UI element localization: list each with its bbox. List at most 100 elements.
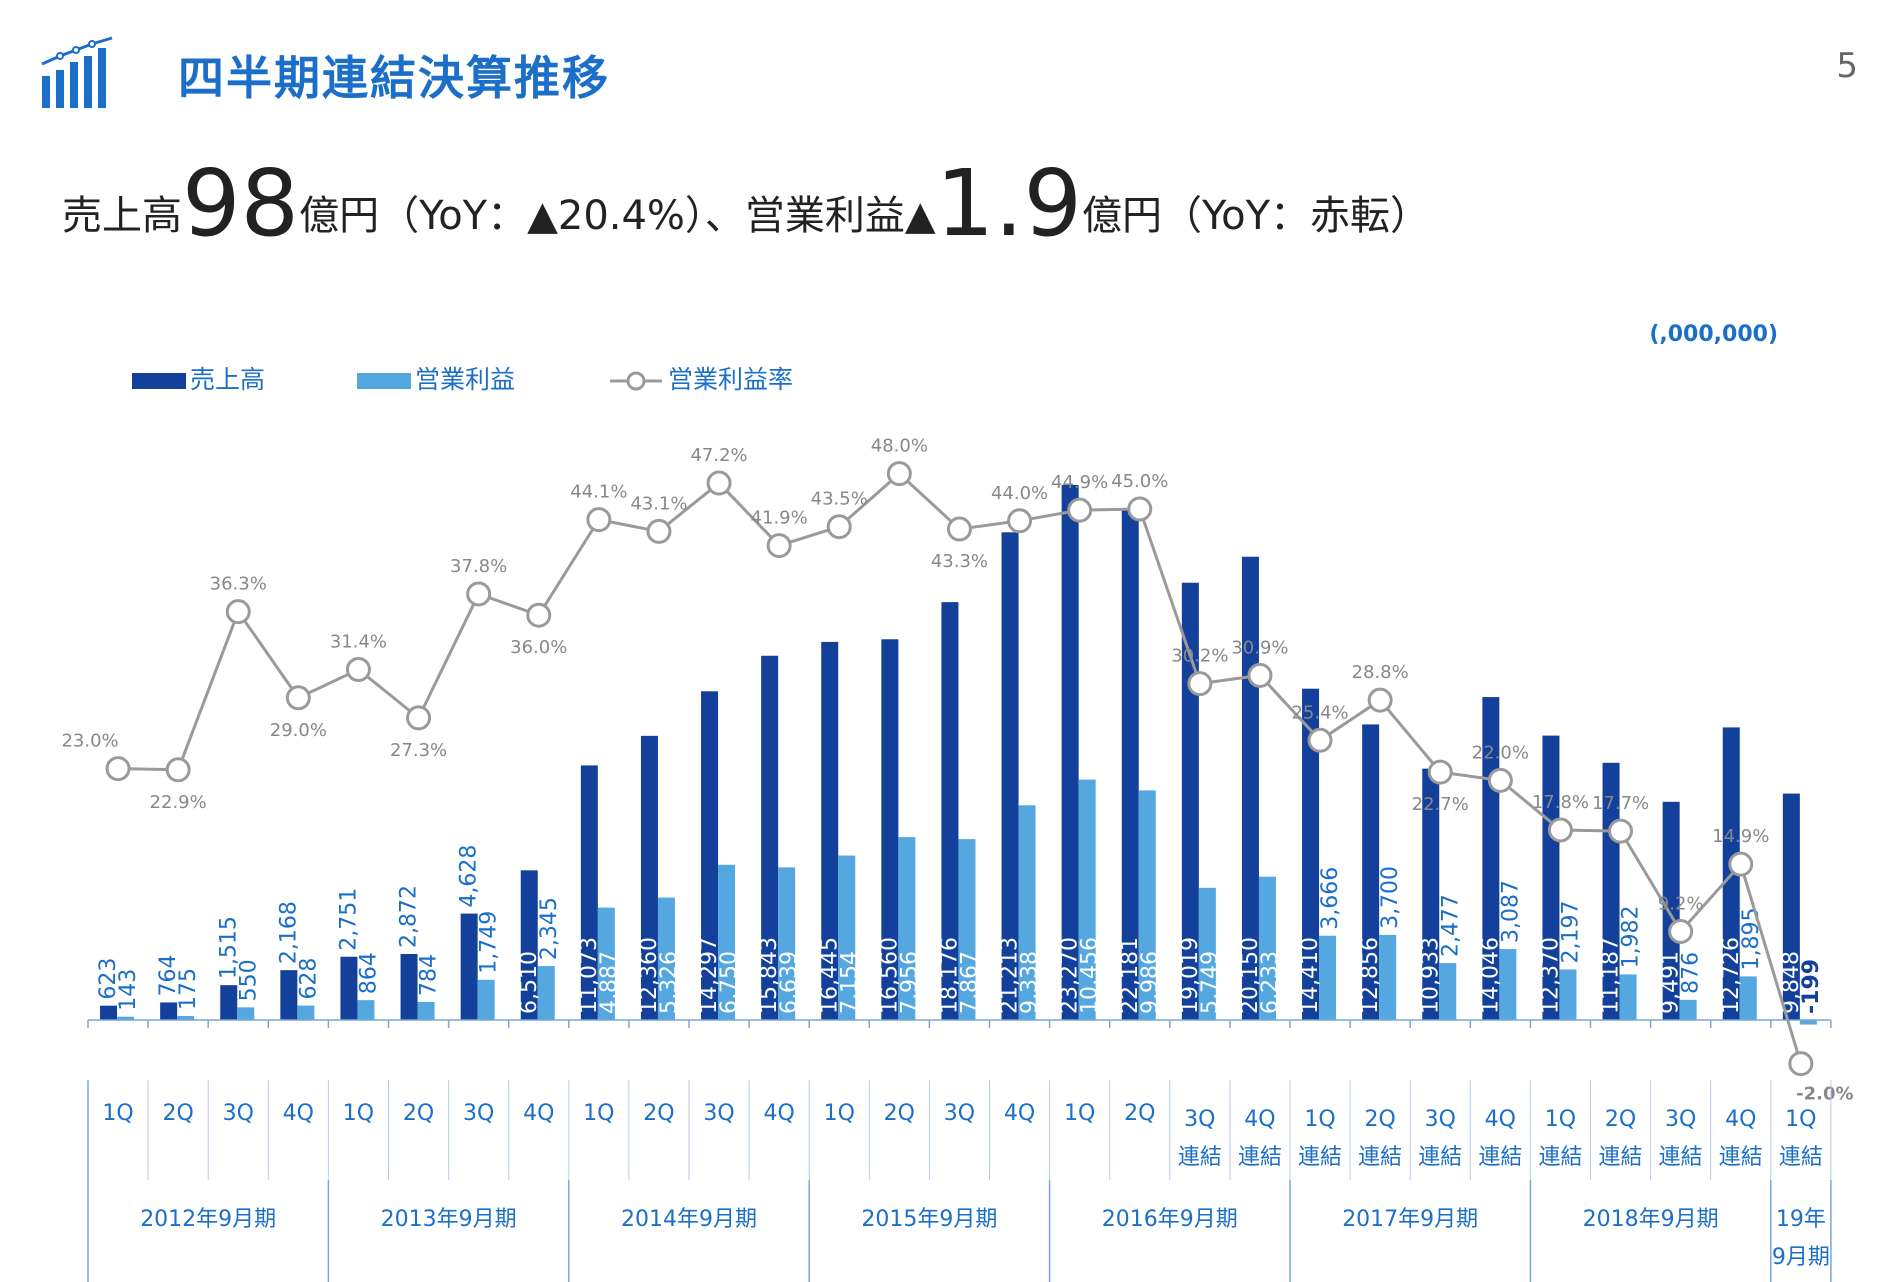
bar-sales-label: 4,628	[457, 845, 482, 908]
rate-marker	[1487, 767, 1513, 793]
quarter-label: 2Q	[884, 1101, 915, 1126]
headline-text-3: 億円（YoY：赤転）	[1082, 193, 1431, 239]
rate-label: 23.0%	[61, 731, 118, 752]
rate-label: 27.3%	[390, 740, 447, 761]
bar-sales	[460, 913, 478, 1020]
rate-marker	[1788, 1051, 1814, 1077]
quarter-label: 3Q	[1425, 1107, 1456, 1132]
rate-label: 22.7%	[1412, 794, 1469, 815]
bar-profit-label: 7,154	[837, 951, 862, 1014]
fiscal-year-label: 2016年9月期	[1102, 1207, 1238, 1232]
bar-profit	[1198, 887, 1216, 1020]
quarter-label: 3Q	[1184, 1107, 1215, 1132]
quarter-label: 2Q	[643, 1101, 674, 1126]
consolidated-label: 連結	[1719, 1145, 1763, 1170]
bar-profit-label: 784	[417, 954, 442, 996]
bar-profit	[1439, 963, 1457, 1020]
bar-profit	[237, 1007, 255, 1020]
bar-sales	[1121, 510, 1139, 1020]
quarter-label: 4Q	[283, 1101, 314, 1126]
rate-label: 44.9%	[1051, 472, 1108, 493]
headline-summary: 売上高98億円（YoY：▲20.4%）、営業利益▲1.9億円（YoY：赤転）	[62, 150, 1430, 257]
rate-label: 36.3%	[210, 574, 267, 595]
rate-label: 41.9%	[751, 508, 808, 529]
quarter-label: 4Q	[763, 1101, 794, 1126]
bar-sales	[1542, 735, 1560, 1020]
quarter-label: 2Q	[403, 1101, 434, 1126]
bar-profit-label: 550	[236, 959, 261, 1001]
bar-chart-trend-icon	[40, 36, 116, 114]
rate-label: 48.0%	[871, 436, 928, 457]
rate-marker	[886, 461, 912, 487]
quarter-label: 1Q	[824, 1101, 855, 1126]
consolidated-label: 連結	[1178, 1145, 1222, 1170]
bar-sales	[1782, 793, 1800, 1020]
bar-profit-label: 7,956	[897, 951, 922, 1014]
rate-label: 17.8%	[1532, 792, 1589, 813]
bar-sales-label: 22,181	[1118, 937, 1143, 1014]
headline-text-1: 売上高	[62, 193, 182, 239]
legend-label-profit: 営業利益	[415, 365, 515, 394]
quarter-label: 3Q	[223, 1101, 254, 1126]
fiscal-year-label: 19年	[1776, 1207, 1826, 1232]
bar-sales-label: 12,370	[1538, 937, 1563, 1014]
bar-profit-label: 3,087	[1498, 880, 1523, 943]
bar-profit	[537, 966, 555, 1020]
bar-profit	[1319, 935, 1337, 1020]
bar-sales	[821, 641, 839, 1020]
bar-profit	[597, 907, 615, 1020]
rate-label: 44.1%	[570, 482, 627, 503]
fiscal-year-label: 2015年9月期	[861, 1207, 997, 1232]
consolidated-label: 連結	[1599, 1145, 1643, 1170]
bar-profit-label: 5,326	[657, 951, 682, 1014]
bar-profit	[357, 1000, 375, 1020]
bar-sales	[1302, 688, 1320, 1020]
rate-label: 37.8%	[450, 556, 507, 577]
headline-profit-value: 1.9	[935, 150, 1083, 257]
quarter-label: 3Q	[703, 1101, 734, 1126]
bar-profit	[117, 1016, 135, 1020]
quarter-label: 1Q	[343, 1101, 374, 1126]
rate-marker	[105, 756, 131, 782]
quarter-label: 3Q	[1665, 1107, 1696, 1132]
rate-label: 43.1%	[630, 493, 687, 514]
quarter-label: 1Q	[583, 1101, 614, 1126]
bar-sales-label: 12,360	[637, 937, 662, 1014]
quarter-label: 2Q	[162, 1101, 193, 1126]
rate-label: 28.8%	[1352, 662, 1409, 683]
bar-sales	[941, 602, 959, 1020]
bar-sales	[701, 691, 719, 1020]
bar-sales-label: 20,150	[1238, 937, 1263, 1014]
bar-sales-label: 764	[156, 954, 181, 996]
rate-marker	[1007, 508, 1033, 534]
bar-sales-label: 1,515	[216, 916, 241, 979]
bar-profit	[718, 864, 736, 1020]
bar-profit	[657, 897, 675, 1020]
bar-sales	[881, 639, 899, 1020]
consolidated-label: 連結	[1418, 1145, 1462, 1170]
bar-profit	[1559, 969, 1577, 1020]
quarter-label: 3Q	[944, 1101, 975, 1126]
fiscal-year-label: 2014年9月期	[621, 1207, 757, 1232]
rate-marker	[526, 602, 552, 628]
bar-profit-label: 6,639	[777, 951, 802, 1014]
bar-profit-label: 7,867	[957, 951, 982, 1014]
bar-sales	[400, 953, 418, 1020]
bar-profit	[1499, 949, 1517, 1020]
rate-label: -2.0%	[1796, 1084, 1853, 1105]
quarter-label: 2Q	[1364, 1107, 1395, 1132]
rate-label: 43.5%	[811, 489, 868, 510]
bar-profit	[477, 979, 495, 1020]
legend-label-sales: 売上高	[190, 365, 265, 394]
bar-sales	[100, 1005, 118, 1020]
bar-sales	[580, 765, 598, 1020]
rate-label: 22.9%	[150, 792, 207, 813]
bar-sales	[761, 655, 779, 1020]
bar-sales-label: 12,856	[1358, 937, 1383, 1014]
bar-sales-label: 11,073	[577, 937, 602, 1014]
bar-sales-label: 9,491	[1659, 951, 1684, 1014]
rate-marker	[586, 507, 612, 533]
rate-label: 31.4%	[330, 631, 387, 652]
bar-sales-label: 15,843	[757, 937, 782, 1014]
